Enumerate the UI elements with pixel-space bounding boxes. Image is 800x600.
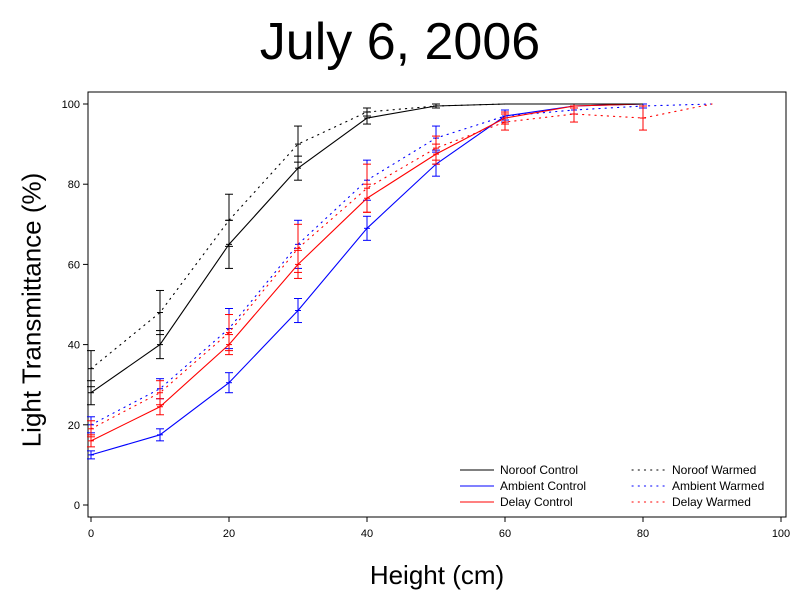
series-noroof-control: [87, 103, 643, 406]
error-bar: [363, 183, 371, 213]
error-bar: [225, 372, 233, 394]
error-bar: [87, 420, 95, 438]
legend-label: Noroof Warmed: [672, 463, 756, 477]
error-bar: [225, 334, 233, 356]
y-tick-label: 100: [62, 99, 80, 111]
legend-label: Delay Control: [500, 495, 573, 509]
error-bar: [156, 428, 164, 442]
legend-entry: Noroof Control: [460, 463, 578, 477]
error-bar: [294, 155, 302, 181]
x-tick-label: 20: [223, 528, 235, 540]
legend-entry: Delay Warmed: [631, 495, 751, 509]
series-line: [90, 103, 713, 430]
plot-frame: [87, 91, 787, 518]
series-line: [90, 103, 713, 426]
error-bar: [294, 249, 302, 279]
x-axis-label: Height (cm): [369, 560, 505, 590]
error-bar: [639, 105, 647, 131]
error-bar: [156, 289, 164, 336]
legend-label: Ambient Control: [500, 479, 586, 493]
series-line: [90, 103, 643, 394]
x-tick-label: 60: [499, 528, 511, 540]
x-tick-label: 40: [361, 528, 373, 540]
legend-label: Ambient Warmed: [672, 479, 764, 493]
legend-entry: Delay Control: [460, 495, 573, 509]
legend-entry: Ambient Control: [460, 479, 586, 493]
error-bar: [87, 450, 95, 460]
series-line: [90, 103, 644, 442]
series-delay-warmed: [87, 103, 713, 438]
y-tick-label: 60: [68, 259, 80, 271]
legend-label: Delay Warmed: [672, 495, 751, 509]
x-tick-label: 0: [88, 528, 94, 540]
y-tick-label: 0: [74, 500, 80, 512]
error-bar: [432, 143, 440, 165]
legend-entry: Ambient Warmed: [631, 479, 764, 493]
error-bar: [87, 434, 95, 448]
x-tick-label: 100: [772, 528, 790, 540]
legend-entry: Noroof Warmed: [631, 463, 756, 477]
series-ambient-control: [87, 103, 644, 460]
error-bar: [363, 111, 371, 125]
error-bar: [501, 111, 509, 125]
error-bar: [87, 380, 95, 406]
error-bar: [294, 297, 302, 324]
error-bar: [225, 219, 233, 269]
series-line: [90, 103, 644, 456]
error-bar: [432, 103, 440, 109]
series-delay-control: [87, 103, 644, 448]
legend-label: Noroof Control: [500, 463, 578, 477]
error-bar: [156, 330, 164, 360]
series-ambient-warmed: [87, 103, 713, 434]
y-tick-label: 20: [68, 420, 80, 432]
series-noroof-warmed: [87, 103, 644, 388]
chart-title: July 6, 2006: [259, 13, 541, 71]
x-tick-label: 80: [637, 528, 649, 540]
y-tick-label: 80: [68, 179, 80, 191]
error-bar: [363, 215, 371, 241]
error-bar: [570, 103, 578, 109]
y-tick-label: 40: [68, 340, 80, 352]
error-bar: [156, 398, 164, 416]
